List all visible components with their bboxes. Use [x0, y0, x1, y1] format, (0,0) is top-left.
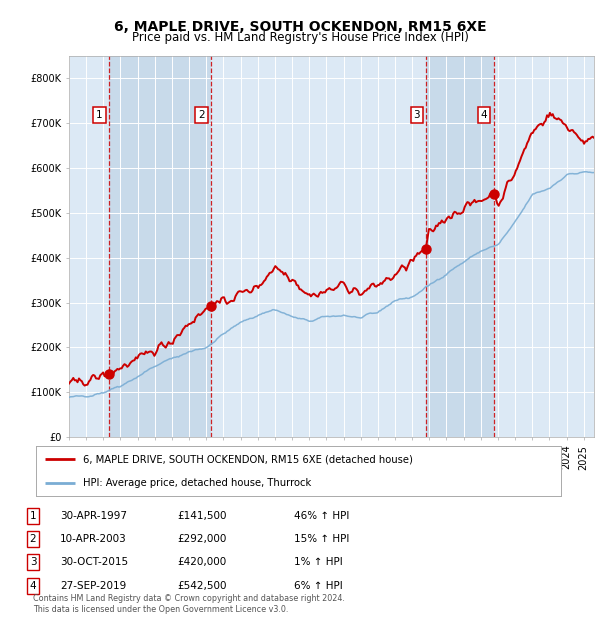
Text: 10-APR-2003: 10-APR-2003: [60, 534, 127, 544]
Bar: [211, 56, 427, 437]
Text: 46% ↑ HPI: 46% ↑ HPI: [294, 511, 349, 521]
Text: 30-APR-1997: 30-APR-1997: [60, 511, 127, 521]
Bar: [494, 56, 594, 437]
Text: HPI: Average price, detached house, Thurrock: HPI: Average price, detached house, Thur…: [83, 478, 311, 488]
Bar: [109, 56, 211, 437]
Text: 2: 2: [29, 534, 37, 544]
Text: 2: 2: [199, 110, 205, 120]
Text: Contains HM Land Registry data © Crown copyright and database right 2024.
This d: Contains HM Land Registry data © Crown c…: [33, 595, 345, 614]
Bar: [69, 56, 109, 437]
Text: 1: 1: [29, 511, 37, 521]
Text: 30-OCT-2015: 30-OCT-2015: [60, 557, 128, 567]
Text: 1% ↑ HPI: 1% ↑ HPI: [294, 557, 343, 567]
Text: £292,000: £292,000: [177, 534, 226, 544]
Bar: [427, 56, 494, 437]
Text: 6% ↑ HPI: 6% ↑ HPI: [294, 581, 343, 591]
Text: 3: 3: [29, 557, 37, 567]
Text: £141,500: £141,500: [177, 511, 227, 521]
Text: 4: 4: [29, 581, 37, 591]
Text: 6, MAPLE DRIVE, SOUTH OCKENDON, RM15 6XE: 6, MAPLE DRIVE, SOUTH OCKENDON, RM15 6XE: [113, 20, 487, 35]
Text: 3: 3: [413, 110, 420, 120]
Text: 4: 4: [481, 110, 488, 120]
Text: 27-SEP-2019: 27-SEP-2019: [60, 581, 126, 591]
Text: £542,500: £542,500: [177, 581, 227, 591]
Text: 15% ↑ HPI: 15% ↑ HPI: [294, 534, 349, 544]
Text: Price paid vs. HM Land Registry's House Price Index (HPI): Price paid vs. HM Land Registry's House …: [131, 31, 469, 44]
Text: 1: 1: [96, 110, 103, 120]
Text: 6, MAPLE DRIVE, SOUTH OCKENDON, RM15 6XE (detached house): 6, MAPLE DRIVE, SOUTH OCKENDON, RM15 6XE…: [83, 454, 413, 464]
Text: £420,000: £420,000: [177, 557, 226, 567]
